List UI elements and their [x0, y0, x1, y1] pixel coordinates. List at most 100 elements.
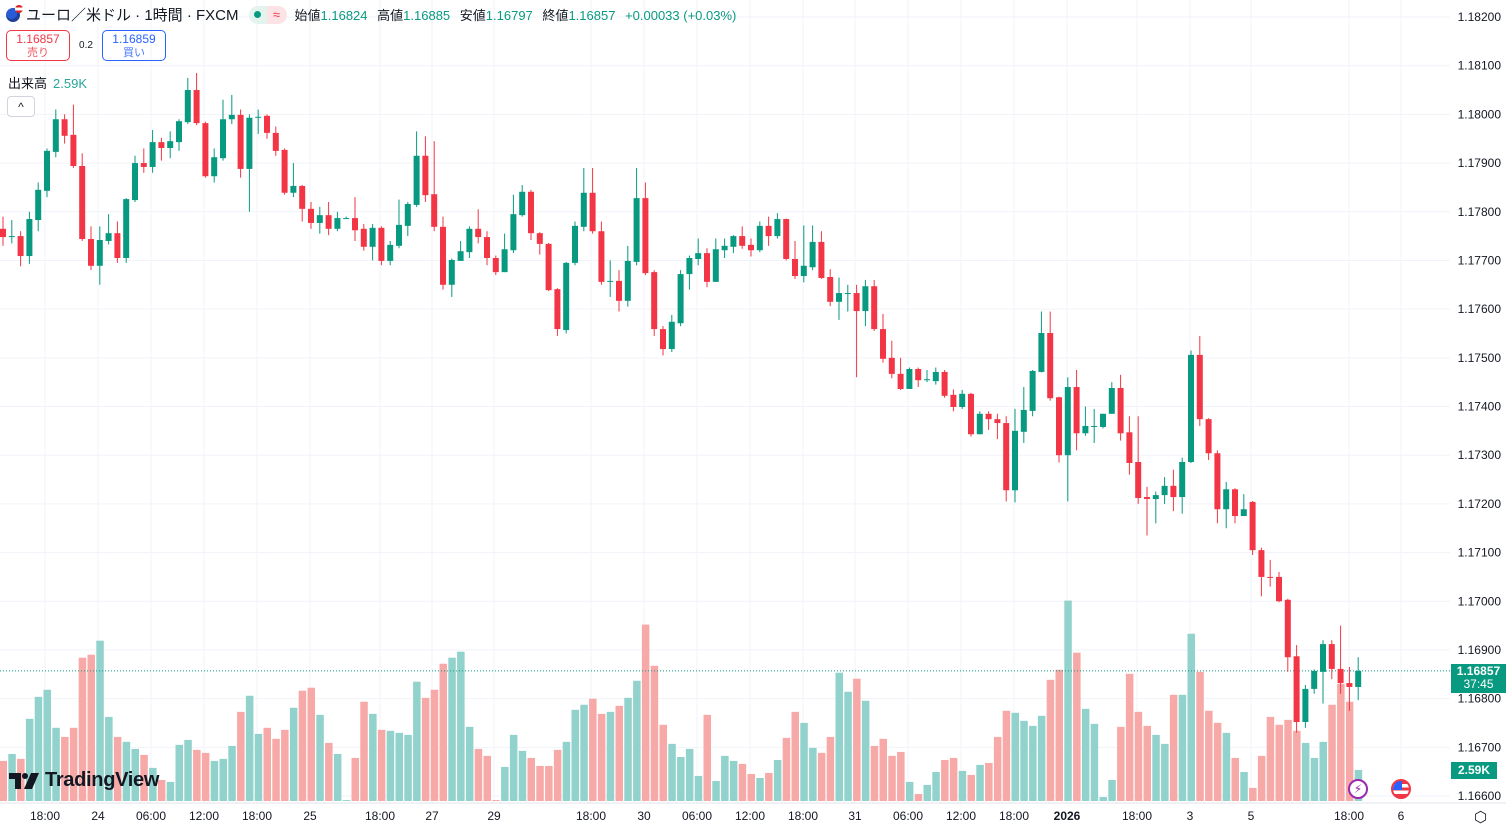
candle-body [704, 253, 710, 282]
volume-bar [562, 741, 571, 801]
time-tick-label: 18:00 [1334, 809, 1364, 823]
volume-bar [184, 739, 192, 801]
volume-bar [1108, 780, 1116, 801]
candle-body [1302, 688, 1309, 722]
candle-body [1258, 550, 1265, 577]
symbol-title[interactable]: ユーロ／米ドル · 1時間 · FXCM [26, 7, 239, 24]
volume-bar [421, 697, 430, 801]
candle-body [193, 90, 200, 124]
price-tick-label: 1.17800 [1458, 205, 1502, 219]
volume-bar [413, 681, 421, 801]
volume-bar [712, 780, 720, 801]
sell-button[interactable]: 1.16857 売り [6, 30, 70, 61]
candle-body [79, 165, 86, 240]
volume-bar [140, 754, 148, 801]
logo-text: TradingView [45, 769, 160, 791]
volume-bar [1284, 719, 1292, 801]
volume-bar [949, 757, 958, 801]
candle-body [959, 393, 966, 407]
volume-bar [685, 748, 694, 801]
volume-bar [430, 689, 439, 801]
volume-bar [501, 766, 509, 801]
price-tick-label: 1.17500 [1458, 351, 1502, 365]
candle-body [1311, 670, 1318, 689]
volume-bar [1205, 710, 1213, 801]
candle-body [976, 413, 983, 435]
candle-body [651, 272, 658, 330]
market-open-icon[interactable] [248, 5, 267, 24]
candle-body [237, 114, 244, 169]
candle-body [677, 274, 684, 324]
lightning-icon[interactable]: ⚡ [1348, 779, 1368, 799]
candle-body [968, 393, 974, 435]
volume-bar [668, 743, 676, 801]
volume-bar [888, 755, 896, 801]
volume-bar [492, 800, 500, 801]
candle-body [528, 191, 534, 234]
price-axis[interactable]: 1.18200 1.18100 1.18000 1.17900 1.17800 1.177… [1458, 10, 1502, 803]
candle-body [211, 157, 218, 177]
status-badges[interactable]: ≈ [248, 5, 287, 24]
volume-bar [175, 744, 183, 801]
volume-bar [659, 724, 667, 801]
candle-body [880, 329, 886, 359]
volume-bar [589, 698, 597, 801]
candle-body [255, 116, 262, 118]
close-value: 1.16857 [568, 8, 616, 23]
price-tick-label: 1.17000 [1458, 594, 1502, 608]
volume-bar [826, 736, 835, 801]
volume-bar [527, 757, 535, 801]
candle-body [360, 228, 367, 247]
volume-bar [1125, 673, 1134, 801]
candle-body [44, 150, 50, 191]
spread-value: 0.2 [79, 40, 93, 51]
time-tick-label: 5 [1248, 809, 1255, 823]
candle-body [158, 142, 165, 148]
volume-bar [536, 765, 544, 801]
volume-bar [1345, 701, 1354, 801]
us-flag-icon[interactable] [1391, 779, 1411, 799]
buy-button[interactable]: 1.16859 買い [102, 30, 166, 61]
candle-body [686, 258, 693, 275]
candle-body [536, 233, 543, 244]
settings-icon[interactable]: ⬡ [1474, 809, 1488, 826]
price-tick-label: 1.16600 [1458, 789, 1502, 803]
volume-bar [281, 729, 289, 801]
time-tick-label: 30 [637, 809, 651, 823]
time-axis[interactable]: 18:00 24 06:00 12:00 18:00 25 18:00 27 29 18:00 30… [30, 809, 1405, 823]
candle-body [501, 249, 508, 273]
candle-body [871, 286, 878, 330]
candle-body [105, 233, 112, 241]
volume-bar [210, 760, 219, 801]
volume-legend[interactable]: 出来高 2.59K [8, 73, 87, 92]
candle-body [228, 114, 235, 120]
price-tick-label: 1.17600 [1458, 302, 1502, 316]
candle-body [915, 369, 922, 381]
volume-bar [25, 718, 34, 801]
candle-body [484, 237, 490, 259]
time-tick-label: 31 [848, 809, 862, 823]
volume-bar [439, 663, 447, 801]
candle-body [616, 280, 622, 301]
volume-bar [967, 774, 975, 801]
price-tick-label: 1.17700 [1458, 253, 1502, 267]
volume-bar [773, 759, 782, 801]
buy-price: 1.16859 [112, 32, 156, 46]
price-tick-label: 1.17900 [1458, 156, 1502, 170]
price-tick-label: 1.16900 [1458, 643, 1502, 657]
candle-body [492, 258, 499, 273]
time-tick-label: 06:00 [136, 809, 166, 823]
candle-body [1047, 332, 1054, 399]
candle-body [1100, 413, 1106, 427]
volume-bar [615, 705, 623, 801]
candle-body [1276, 576, 1282, 602]
candle-body [836, 293, 842, 302]
wave-icon[interactable]: ≈ [266, 5, 287, 24]
candle-body [422, 155, 429, 196]
tradingview-logo[interactable]: TradingView [9, 769, 159, 792]
collapse-legend-button[interactable]: ^ [7, 96, 35, 117]
volume-bar [518, 750, 527, 801]
candle-body [554, 289, 561, 330]
candle-body [466, 228, 473, 253]
